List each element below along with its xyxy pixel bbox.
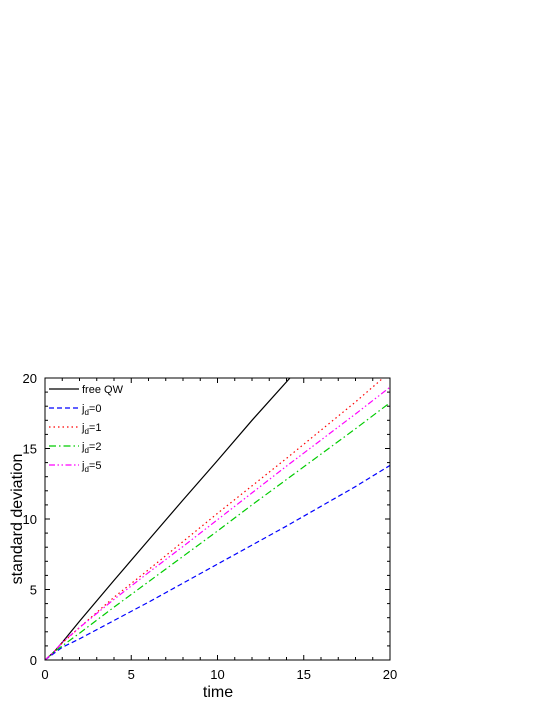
y-tick-label: 5 [30,583,37,598]
y-axis-label: standard deviation [9,454,26,585]
y-tick-label: 20 [23,371,37,386]
legend-label-0: free QW [82,384,124,396]
x-tick-label: 20 [383,667,397,682]
axis-ticks [44,377,391,661]
tick-labels: 0 5 10 15 20 0 5 10 15 20 [23,371,398,682]
legend: free QW jd=0 jd=1 jd=2 jd=5 [49,384,124,474]
x-tick-label: 10 [210,667,224,682]
legend-label-4: jd=5 [81,460,101,474]
legend-label-3: jd=2 [81,441,101,455]
series-line-3 [45,402,390,660]
plot-lines [45,378,390,660]
x-tick-label: 0 [41,667,48,682]
legend-label-2: jd=1 [81,422,101,436]
y-tick-label: 0 [30,653,37,668]
series-line-4 [45,386,390,660]
series-line-1 [45,464,390,660]
x-tick-label: 15 [297,667,311,682]
x-axis-label: time [203,684,233,701]
y-tick-label: 10 [23,512,37,527]
x-tick-label: 5 [128,667,135,682]
legend-label-1: jd=0 [81,403,101,417]
y-tick-label: 15 [23,442,37,457]
